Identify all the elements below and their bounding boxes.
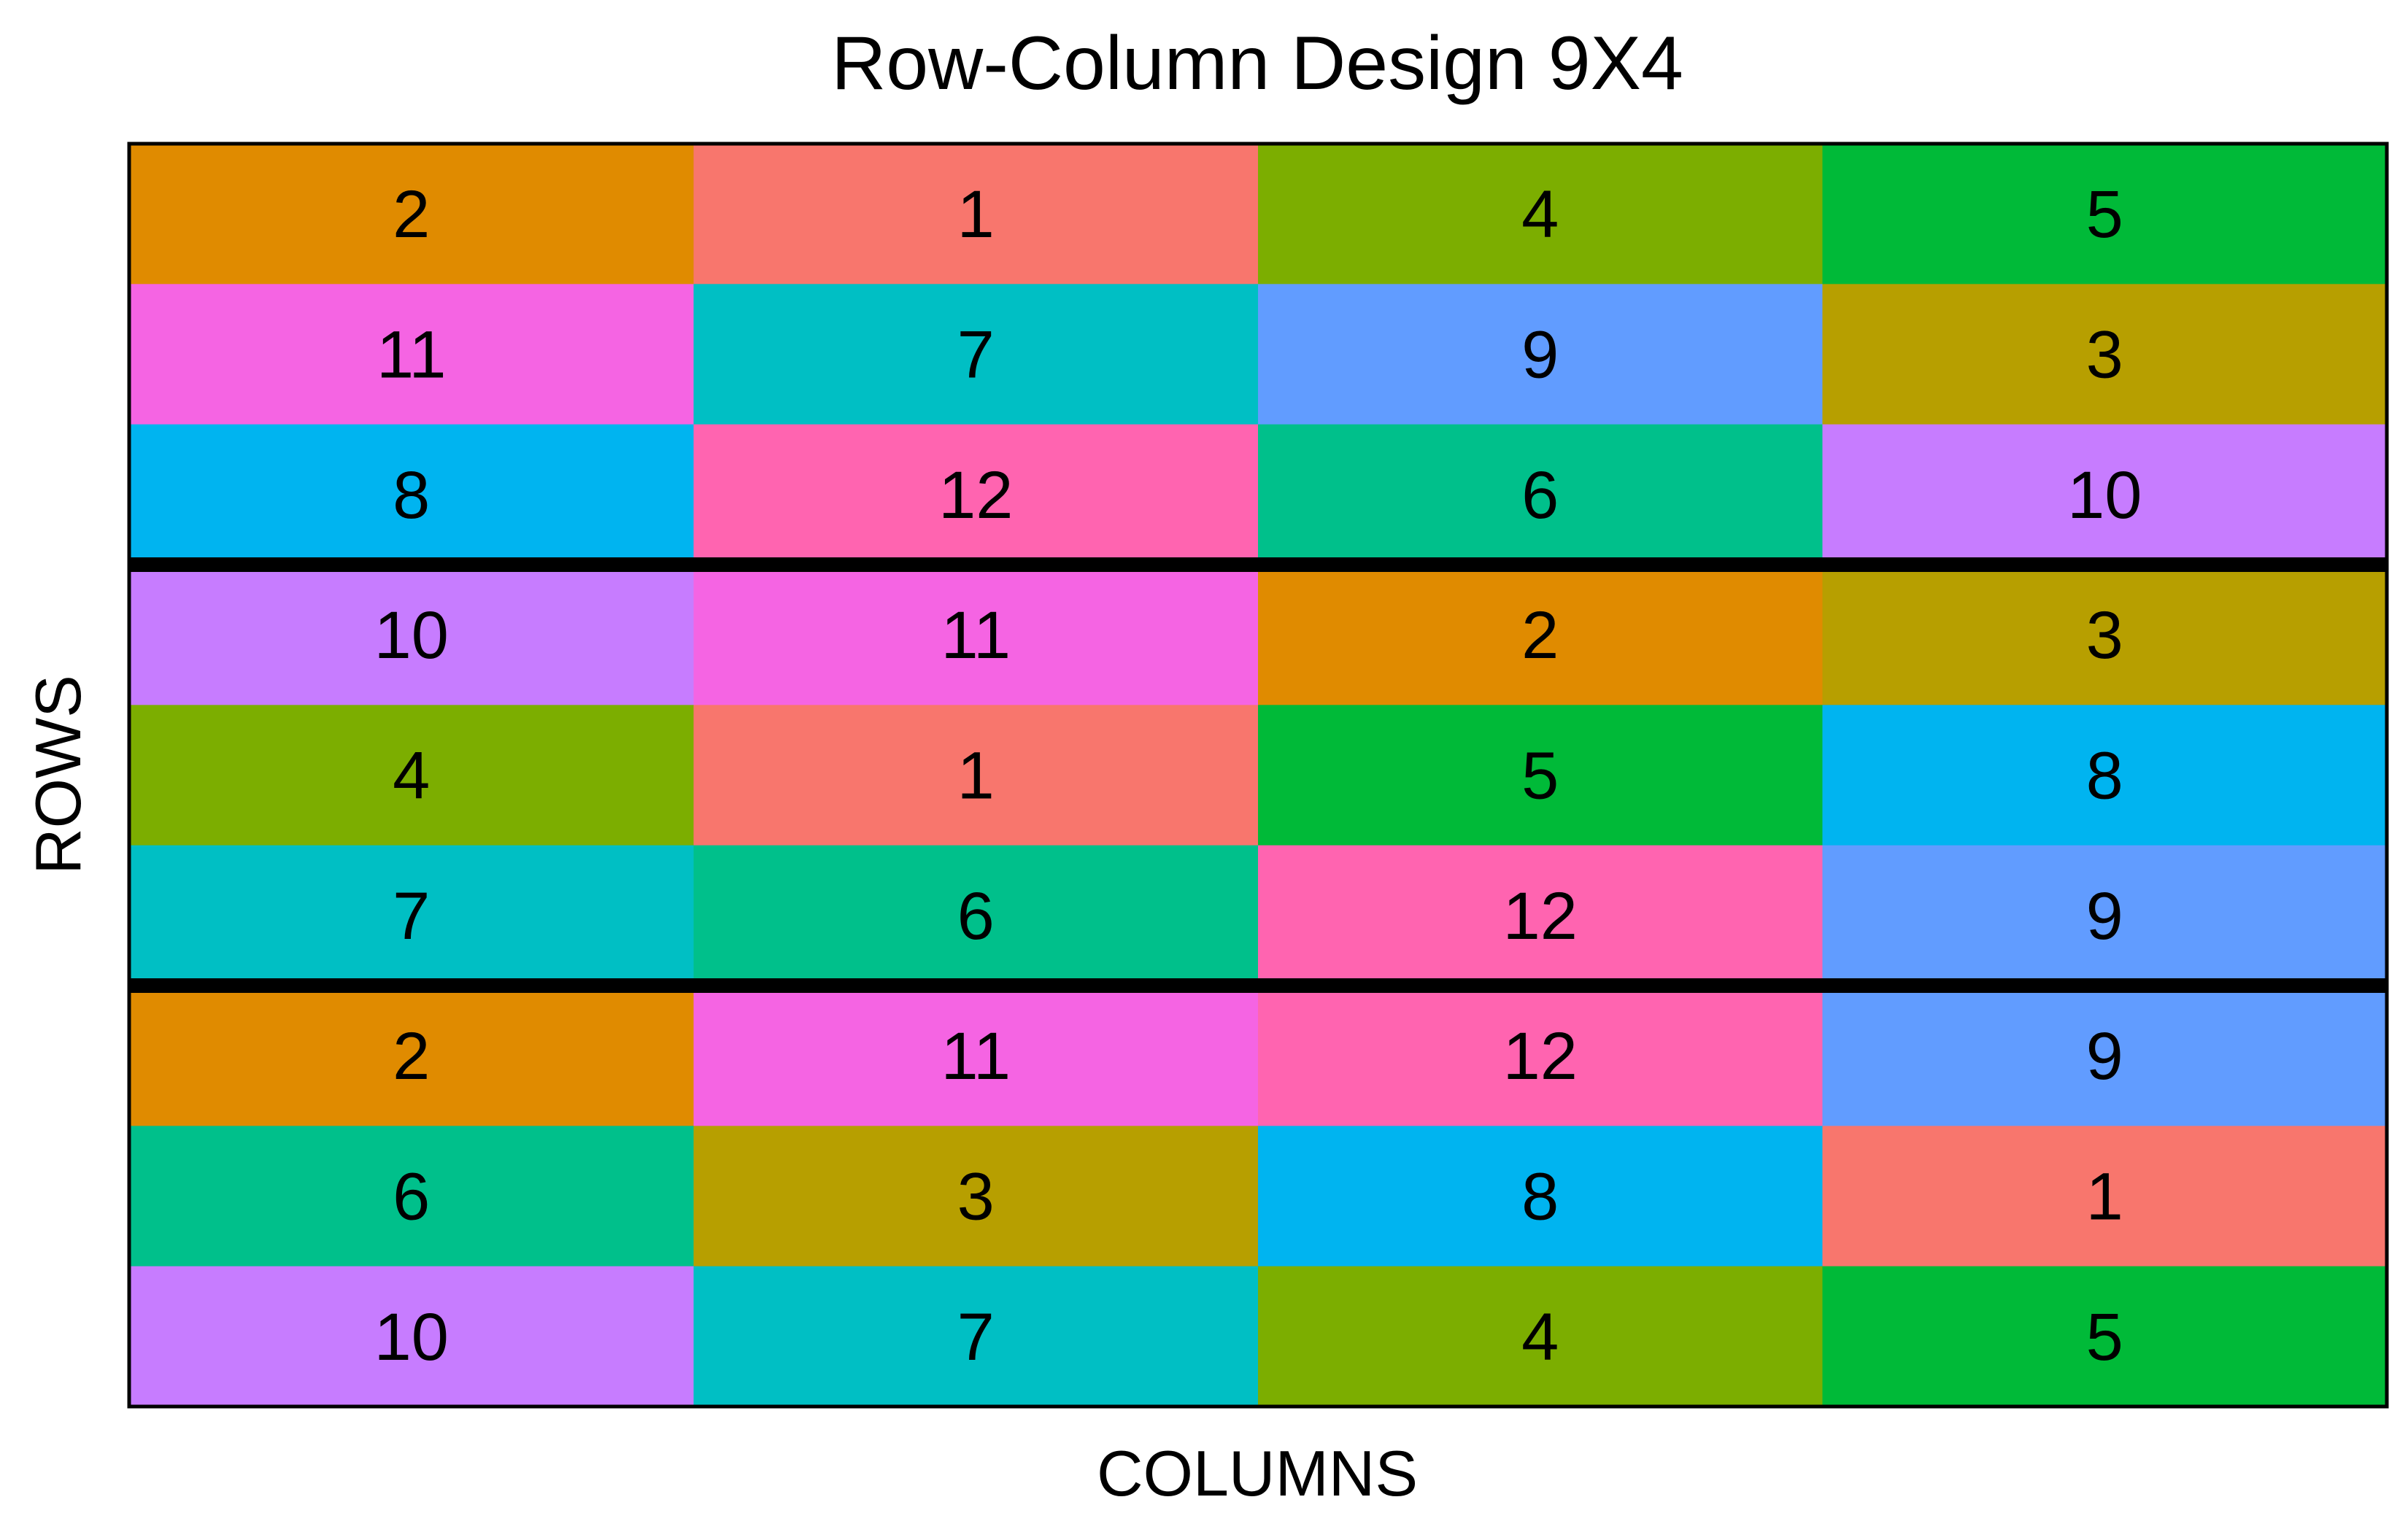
cell-r7-c1 bbox=[129, 986, 694, 1126]
cell-label-r2-c2: 7 bbox=[957, 318, 995, 392]
cell-label-r5-c4: 8 bbox=[2086, 739, 2123, 813]
cell-label-r2-c1: 11 bbox=[377, 318, 447, 392]
cell-r6-c2 bbox=[693, 845, 1259, 986]
cell-label-r3-c1: 8 bbox=[393, 458, 430, 533]
cell-label-r9-c2: 7 bbox=[957, 1300, 995, 1374]
cell-label-r2-c4: 3 bbox=[2086, 318, 2123, 392]
cell-label-r5-c3: 5 bbox=[1521, 739, 1559, 813]
chart-title: Row-Column Design 9X4 bbox=[831, 21, 1683, 106]
cell-r8-c1 bbox=[129, 1126, 694, 1267]
cell-label-r3-c2: 12 bbox=[938, 458, 1013, 533]
cell-label-r1-c3: 4 bbox=[1521, 177, 1559, 252]
cell-label-r8-c1: 6 bbox=[393, 1160, 430, 1234]
cell-r3-c3 bbox=[1258, 424, 1823, 565]
cell-r2-c2 bbox=[693, 284, 1259, 425]
cell-label-r4-c3: 2 bbox=[1521, 598, 1559, 673]
cell-label-r6-c2: 6 bbox=[957, 879, 995, 953]
cell-label-r8-c3: 8 bbox=[1521, 1160, 1559, 1234]
cell-r7-c4 bbox=[1822, 986, 2388, 1126]
cells-layer: 2 1 4 5 11 7 9 3 8 12 6 10 10 11 2 3 4 1 5 8 7 6 12 9 2 11 12 9 6 3 8 1… bbox=[129, 144, 2388, 1407]
cell-r9-c1 bbox=[129, 1266, 694, 1407]
cell-r7-c2 bbox=[693, 986, 1259, 1126]
cell-label-r5-c1: 4 bbox=[393, 739, 430, 813]
cell-r5-c1 bbox=[129, 705, 694, 846]
cell-r4-c2 bbox=[693, 565, 1259, 705]
cell-r9-c3 bbox=[1258, 1266, 1823, 1407]
cell-label-r3-c3: 6 bbox=[1521, 458, 1559, 533]
cell-r4-c4 bbox=[1822, 565, 2388, 705]
cell-r3-c4 bbox=[1822, 424, 2388, 565]
cell-label-r1-c4: 5 bbox=[2086, 177, 2123, 252]
cell-label-r7-c1: 2 bbox=[393, 1019, 430, 1094]
cell-r6-c3 bbox=[1258, 845, 1823, 986]
cell-label-r4-c4: 3 bbox=[2086, 598, 2123, 673]
cell-r1-c4 bbox=[1822, 144, 2388, 285]
cell-label-r4-c1: 10 bbox=[374, 598, 449, 673]
cell-label-r1-c1: 2 bbox=[393, 177, 430, 252]
cell-r5-c3 bbox=[1258, 705, 1823, 846]
cell-r7-c3 bbox=[1258, 986, 1823, 1126]
cell-r2-c3 bbox=[1258, 284, 1823, 425]
cell-label-r9-c1: 10 bbox=[374, 1300, 449, 1374]
cell-r3-c1 bbox=[129, 424, 694, 565]
cell-r8-c2 bbox=[693, 1126, 1259, 1267]
cell-label-r8-c2: 3 bbox=[957, 1160, 995, 1234]
cell-label-r4-c2: 11 bbox=[941, 598, 1011, 673]
plot-border bbox=[127, 142, 2389, 1409]
cell-r1-c3 bbox=[1258, 144, 1823, 285]
cell-r2-c4 bbox=[1822, 284, 2388, 425]
cell-label-r6-c1: 7 bbox=[393, 879, 430, 953]
cell-label-r7-c4: 9 bbox=[2086, 1019, 2123, 1094]
cell-label-r6-c4: 9 bbox=[2086, 879, 2123, 953]
x-axis-label: COLUMNS bbox=[1097, 1437, 1418, 1509]
cell-r1-c1 bbox=[129, 144, 694, 285]
cell-r1-c2 bbox=[693, 144, 1259, 285]
y-axis-label: ROWS bbox=[22, 675, 94, 875]
cell-r3-c2 bbox=[693, 424, 1259, 565]
cell-r4-c3 bbox=[1258, 565, 1823, 705]
cell-label-r9-c3: 4 bbox=[1521, 1300, 1559, 1374]
cell-r4-c1 bbox=[129, 565, 694, 705]
cell-label-r6-c3: 12 bbox=[1503, 879, 1578, 953]
cell-r6-c1 bbox=[129, 845, 694, 986]
cell-label-r7-c3: 12 bbox=[1503, 1019, 1578, 1094]
cell-label-r2-c3: 9 bbox=[1521, 318, 1559, 392]
cell-label-r9-c4: 5 bbox=[2086, 1300, 2123, 1374]
cell-r8-c4 bbox=[1822, 1126, 2388, 1267]
cell-r5-c4 bbox=[1822, 705, 2388, 846]
cell-r6-c4 bbox=[1822, 845, 2388, 986]
cell-label-r1-c2: 1 bbox=[957, 177, 995, 252]
cell-label-r7-c2: 11 bbox=[941, 1019, 1011, 1094]
cell-label-r5-c2: 1 bbox=[957, 739, 995, 813]
cell-r5-c2 bbox=[693, 705, 1259, 846]
cell-label-r8-c4: 1 bbox=[2086, 1160, 2123, 1234]
cell-r9-c2 bbox=[693, 1266, 1259, 1407]
cell-label-r3-c4: 10 bbox=[2067, 458, 2142, 533]
cell-r8-c3 bbox=[1258, 1126, 1823, 1267]
cell-r2-c1 bbox=[129, 284, 694, 425]
cell-r9-c4 bbox=[1822, 1266, 2388, 1407]
block-dividers bbox=[129, 557, 2387, 993]
